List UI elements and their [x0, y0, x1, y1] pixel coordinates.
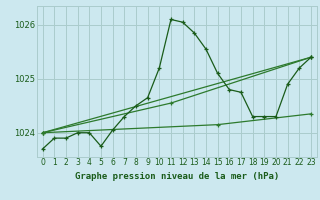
- X-axis label: Graphe pression niveau de la mer (hPa): Graphe pression niveau de la mer (hPa): [75, 172, 279, 181]
